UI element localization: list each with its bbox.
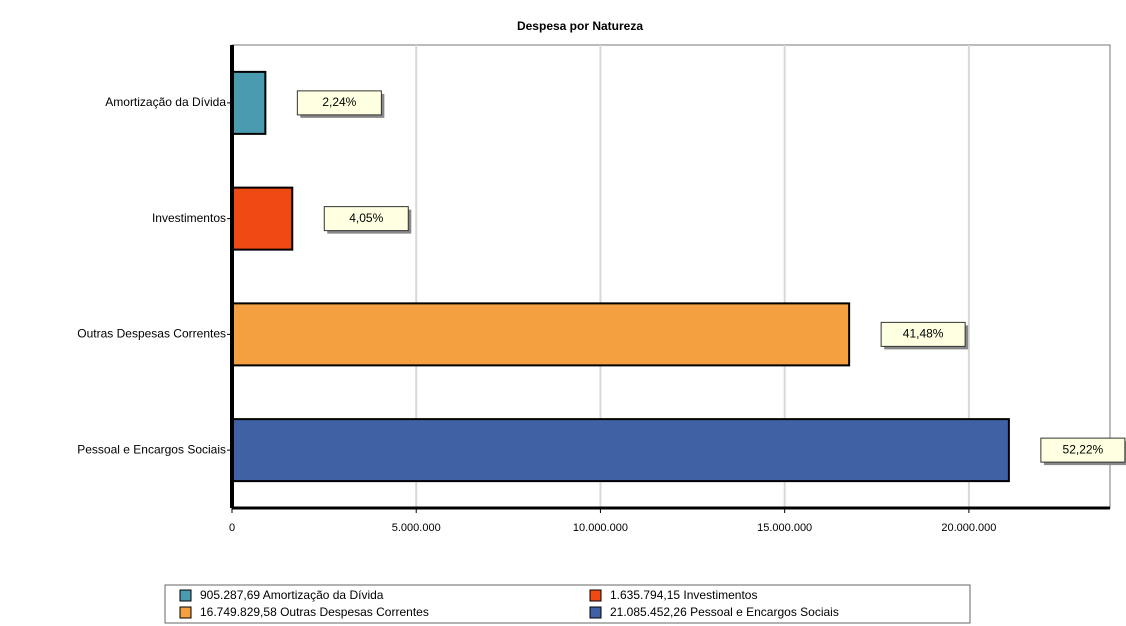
legend-label: Investimentos bbox=[683, 588, 757, 602]
label-box bbox=[323, 206, 409, 232]
data-label: 2,24% bbox=[322, 95, 356, 109]
y-tick-label: Pessoal e Encargos Sociais bbox=[77, 442, 226, 456]
y-tick-label: Outras Despesas Correntes bbox=[77, 327, 226, 341]
legend-swatch bbox=[589, 589, 602, 602]
x-tick-label: 5.000.000 bbox=[392, 522, 441, 534]
x-tick-label: 0 bbox=[229, 522, 235, 534]
legend-swatch bbox=[589, 606, 602, 619]
data-label: 4,05% bbox=[349, 211, 383, 225]
bar bbox=[231, 186, 294, 251]
legend-value: 1.635.794,15 bbox=[610, 588, 680, 602]
legend-label: Amortização da Dívida bbox=[263, 588, 384, 602]
bar bbox=[231, 70, 267, 135]
legend-swatch bbox=[179, 589, 192, 602]
legend-value: 905.287,69 bbox=[200, 588, 260, 602]
legend-value: 21.085.452,26 bbox=[610, 605, 687, 619]
legend-swatch bbox=[179, 606, 192, 619]
legend-label: Outras Despesas Correntes bbox=[280, 605, 429, 619]
data-label: 52,22% bbox=[1063, 442, 1104, 456]
bar bbox=[231, 302, 851, 367]
label-box bbox=[880, 321, 966, 347]
bar bbox=[231, 418, 1010, 483]
data-label: 41,48% bbox=[903, 327, 944, 341]
legend-label: Pessoal e Encargos Sociais bbox=[690, 605, 839, 619]
y-tick-label: Amortização da Dívida bbox=[105, 95, 226, 109]
y-tick-label: Investimentos bbox=[152, 211, 226, 225]
legend-value: 16.749.829,58 bbox=[200, 605, 277, 619]
legend-entry: 1.635.794,15 Investimentos bbox=[610, 588, 757, 602]
x-tick-label: 20.000.000 bbox=[941, 522, 996, 534]
legend-entry: 21.085.452,26 Pessoal e Encargos Sociais bbox=[610, 605, 839, 619]
label-box bbox=[296, 90, 382, 116]
x-tick-label: 10.000.000 bbox=[573, 522, 628, 534]
chart-title: Despesa por Natureza bbox=[517, 19, 643, 33]
legend-entry: 905.287,69 Amortização da Dívida bbox=[200, 588, 384, 602]
legend bbox=[164, 584, 971, 624]
label-box bbox=[1040, 437, 1126, 463]
x-tick-label: 15.000.000 bbox=[757, 522, 812, 534]
legend-entry: 16.749.829,58 Outras Despesas Correntes bbox=[200, 605, 429, 619]
